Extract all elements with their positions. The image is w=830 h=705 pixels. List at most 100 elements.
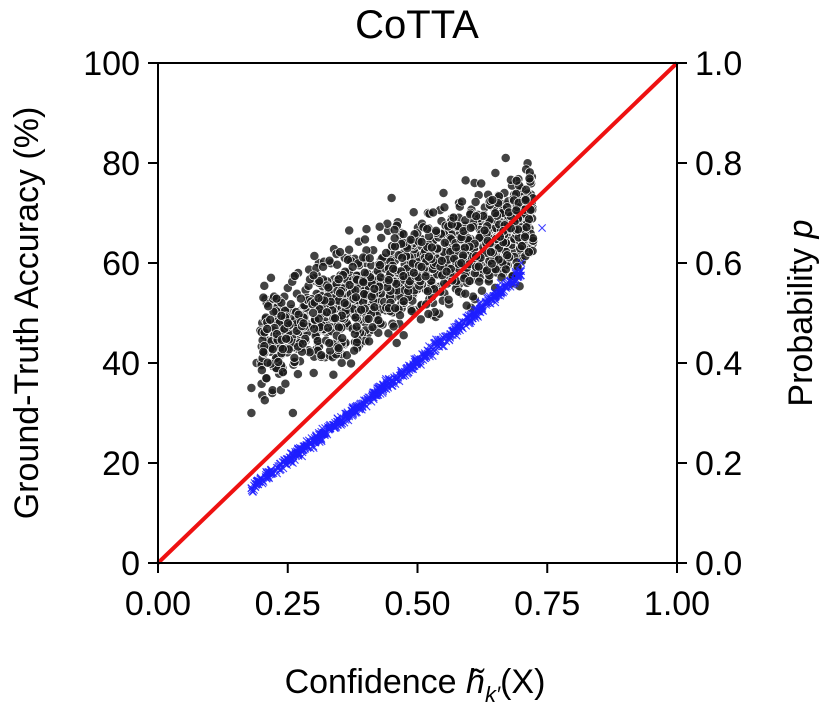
x-axis-label: Confidence h̃k′(X) bbox=[285, 663, 546, 705]
y2-tick-label: 1.0 bbox=[695, 45, 742, 83]
accuracy-point bbox=[485, 247, 496, 257]
probability-point bbox=[351, 408, 360, 417]
accuracy-point bbox=[298, 318, 309, 329]
accuracy-point bbox=[308, 368, 319, 378]
accuracy-point bbox=[389, 233, 400, 244]
accuracy-point bbox=[333, 322, 344, 333]
accuracy-point bbox=[323, 282, 334, 293]
accuracy-point bbox=[397, 252, 408, 263]
accuracy-point bbox=[383, 328, 394, 339]
accuracy-point bbox=[344, 280, 355, 290]
accuracy-point bbox=[443, 294, 454, 305]
accuracy-point bbox=[262, 324, 273, 334]
accuracy-point bbox=[438, 188, 449, 198]
accuracy-point bbox=[439, 237, 450, 248]
accuracy-point bbox=[267, 385, 278, 396]
accuracy-point bbox=[271, 293, 282, 304]
accuracy-point bbox=[360, 234, 370, 245]
x-tick-label: 1.00 bbox=[644, 585, 710, 623]
accuracy-point bbox=[373, 315, 384, 326]
accuracy-point bbox=[295, 293, 306, 304]
probability-point bbox=[427, 347, 436, 356]
accuracy-point bbox=[328, 369, 339, 380]
accuracy-point bbox=[476, 178, 487, 189]
x-tick-label: 0.25 bbox=[255, 585, 321, 623]
probability-point bbox=[492, 290, 501, 299]
accuracy-point bbox=[487, 195, 498, 205]
probability-point bbox=[386, 380, 395, 389]
accuracy-point bbox=[346, 358, 356, 369]
left-y-axis-ticks: 0 20 40 60 80 100 bbox=[83, 45, 158, 583]
accuracy-point bbox=[516, 241, 527, 252]
probability-point bbox=[269, 469, 278, 478]
y-tick-label: 80 bbox=[102, 145, 140, 183]
accuracy-point bbox=[451, 242, 462, 253]
accuracy-point bbox=[333, 343, 344, 354]
accuracy-point bbox=[386, 193, 397, 203]
accuracy-point bbox=[511, 175, 522, 186]
probability-point bbox=[438, 337, 447, 346]
probability-point bbox=[429, 339, 438, 348]
probability-point bbox=[481, 298, 490, 307]
accuracy-point bbox=[333, 274, 344, 285]
accuracy-point bbox=[422, 224, 433, 235]
x-tick-label: 0.00 bbox=[125, 585, 191, 623]
accuracy-point bbox=[277, 367, 288, 378]
accuracy-point bbox=[308, 270, 319, 281]
accuracy-point bbox=[363, 314, 374, 324]
accuracy-point bbox=[309, 323, 320, 334]
probability-point bbox=[317, 427, 326, 436]
accuracy-point bbox=[500, 264, 511, 275]
accuracy-point bbox=[297, 338, 308, 349]
y2-tick-label: 0.6 bbox=[695, 245, 742, 283]
accuracy-point bbox=[524, 173, 535, 184]
accuracy-point bbox=[287, 408, 298, 418]
probability-point bbox=[254, 477, 262, 486]
accuracy-point bbox=[448, 212, 459, 223]
accuracy-point bbox=[439, 202, 450, 213]
accuracy-point bbox=[323, 322, 333, 333]
probability-point bbox=[249, 487, 258, 496]
accuracy-point bbox=[391, 338, 402, 348]
probability-point bbox=[475, 306, 484, 315]
probability-scatter-series bbox=[247, 224, 547, 496]
accuracy-point bbox=[441, 266, 452, 277]
left-y-axis-label: Ground-Truth Accuracy (%) bbox=[8, 107, 46, 520]
probability-point bbox=[517, 271, 525, 280]
accuracy-point bbox=[335, 247, 345, 258]
accuracy-point bbox=[408, 207, 419, 218]
accuracy-point bbox=[398, 330, 409, 341]
accuracy-point bbox=[405, 234, 416, 245]
probability-point bbox=[514, 271, 523, 280]
probability-point bbox=[280, 458, 289, 467]
accuracy-point bbox=[350, 312, 361, 323]
accuracy-point bbox=[361, 224, 372, 235]
y2-tick-label: 0.4 bbox=[695, 345, 742, 383]
accuracy-point bbox=[344, 225, 355, 236]
accuracy-point bbox=[285, 299, 296, 310]
accuracy-point bbox=[436, 255, 447, 266]
probability-point bbox=[476, 302, 485, 311]
chart-title: CoTTA bbox=[355, 3, 479, 47]
accuracy-point bbox=[406, 306, 417, 317]
probability-point bbox=[251, 483, 260, 491]
x-tick-label: 0.75 bbox=[514, 585, 580, 623]
accuracy-point bbox=[347, 261, 358, 272]
accuracy-point bbox=[267, 344, 278, 355]
accuracy-point bbox=[359, 267, 370, 278]
accuracy-point bbox=[423, 251, 434, 262]
accuracy-point bbox=[344, 244, 355, 255]
accuracy-point bbox=[523, 247, 534, 258]
probability-point bbox=[275, 459, 284, 468]
probability-point bbox=[446, 333, 455, 342]
accuracy-point bbox=[332, 259, 343, 270]
accuracy-point bbox=[390, 303, 401, 314]
probability-point bbox=[466, 319, 475, 327]
x-tick-label: 0.50 bbox=[384, 585, 450, 623]
accuracy-point bbox=[276, 310, 287, 321]
accuracy-point bbox=[281, 333, 292, 344]
probability-point bbox=[262, 474, 271, 483]
probability-point bbox=[503, 282, 512, 291]
accuracy-point bbox=[398, 271, 409, 282]
probability-point bbox=[368, 390, 377, 399]
